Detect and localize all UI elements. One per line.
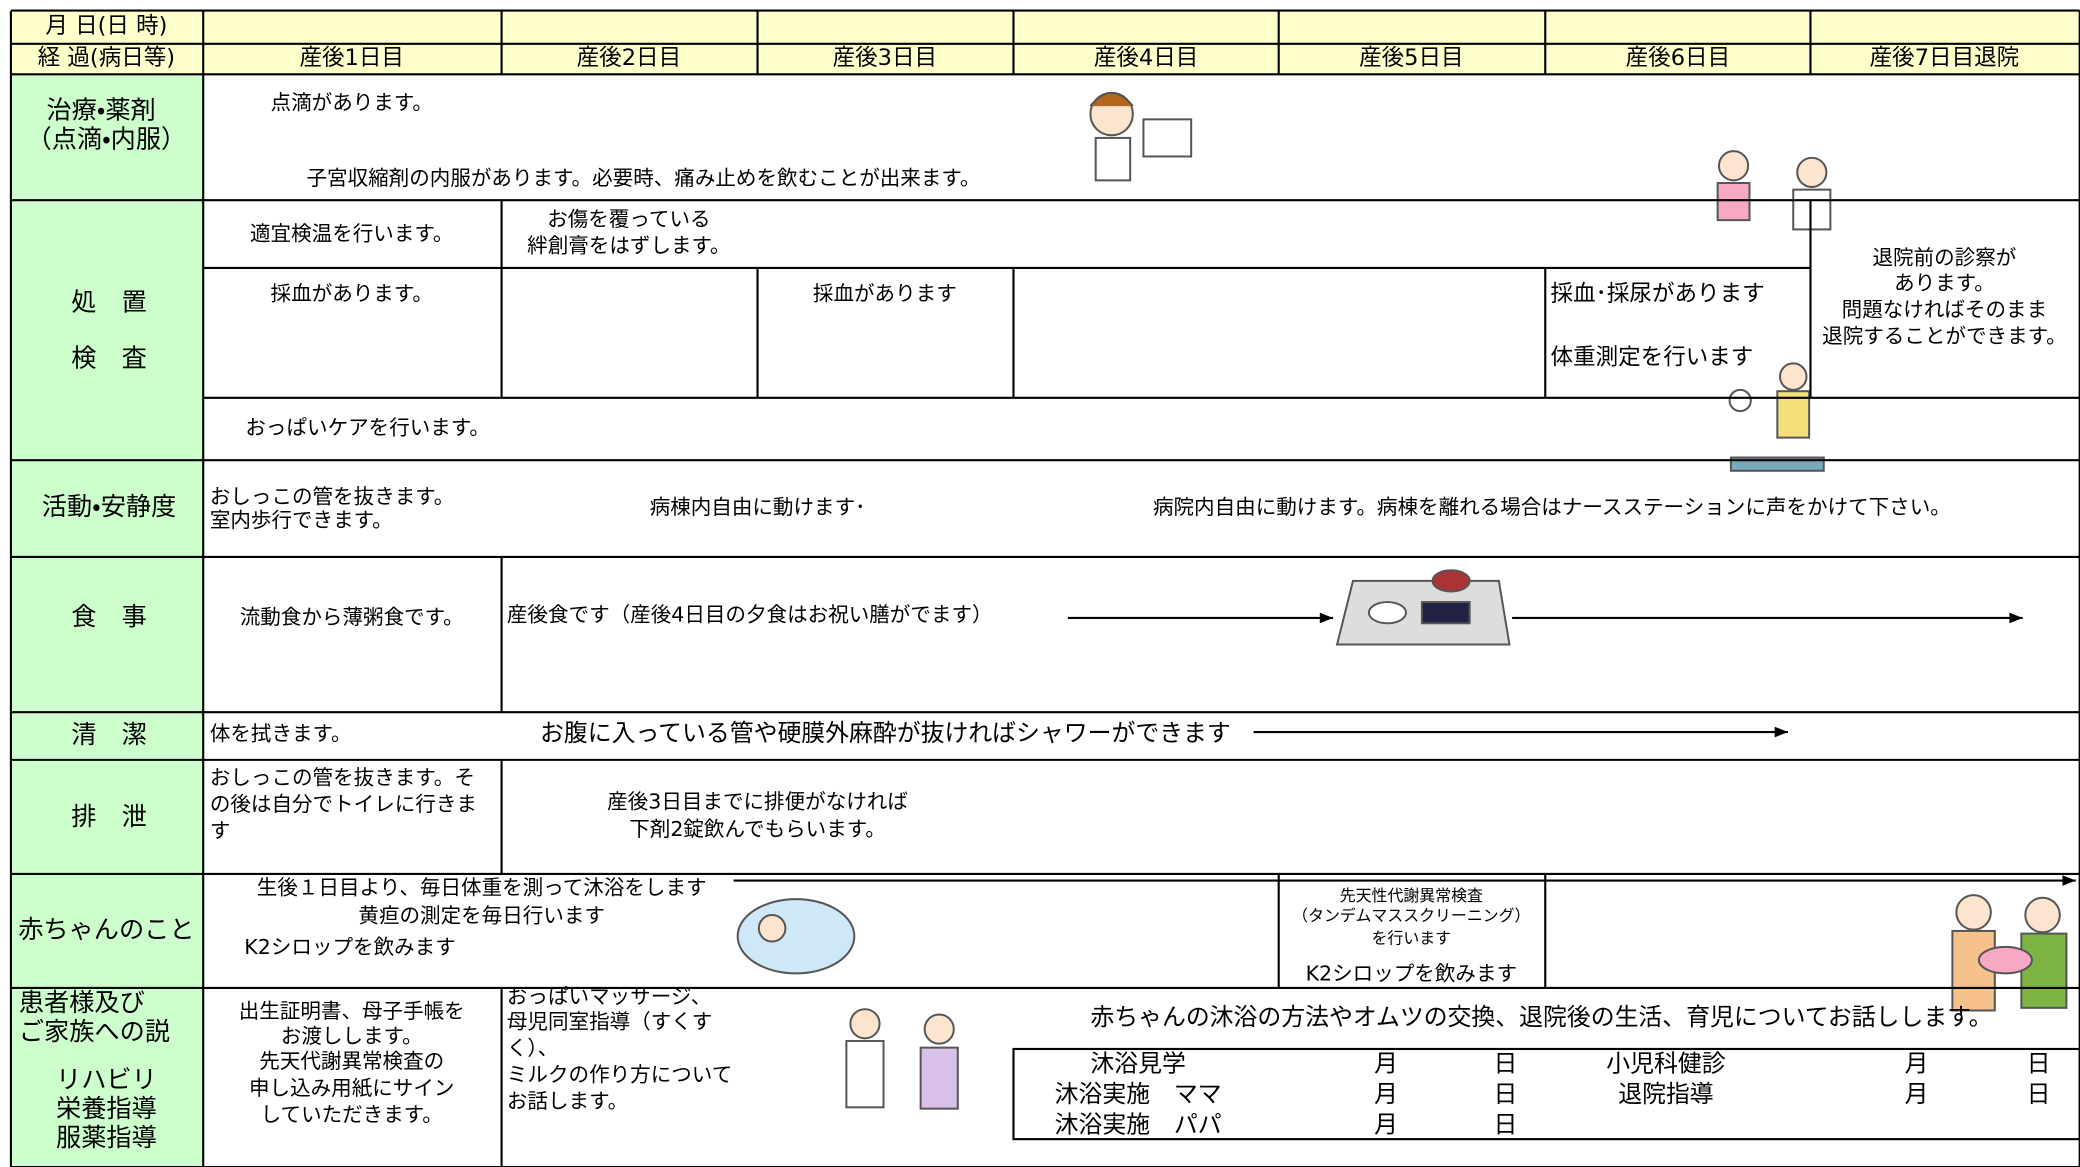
cell-text: お渡しします。	[281, 1024, 423, 1048]
schedule-text: 沐浴実施 ママ	[1055, 1080, 1222, 1108]
cell-text: 赤ちゃんの沐浴の方法やオムツの交換、退院後の生活、育児についてお話しします。	[1090, 1003, 1992, 1031]
arrow-head	[2062, 875, 2076, 886]
schedule-text: 日	[1494, 1110, 1518, 1138]
cell-text: 産後食です（産後4日目の夕食はお祝い膳がでます）	[507, 602, 993, 626]
cell-text: 体重測定を行います	[1551, 345, 1754, 371]
cell-text: 採血･採尿があります	[1551, 281, 1765, 307]
row-label: 活動・安静度	[42, 492, 177, 521]
schedule-text: 月	[1905, 1080, 1929, 1108]
schedule-text: 月	[1374, 1110, 1398, 1138]
cell-text: 体を拭きます。	[210, 722, 352, 746]
cell-text: 適宜検温を行います。	[250, 222, 453, 246]
cell-text: 出生証明書、母子手帳を	[239, 999, 465, 1023]
cell-text: 先天代謝異常検査の	[259, 1049, 444, 1073]
cell-text: 病院内自由に動けます。病棟を離れる場合はナースステーションに声をかけて下さい。	[1153, 495, 1951, 519]
cell-text: の後は自分でトイレに行きま	[210, 792, 477, 816]
cell-text: ミルクの作り方について	[507, 1062, 732, 1086]
day-header: 産後7日目退院	[1870, 45, 2020, 71]
cell-text: していただきます。	[261, 1102, 443, 1126]
cell-text: 退院前の診察が	[1873, 246, 2017, 270]
schedule-text: 日	[2027, 1049, 2051, 1077]
scale-illustration	[1728, 362, 1825, 472]
cell-text: 病棟内自由に動けます･	[650, 495, 866, 519]
schedule-text: 沐浴実施 パパ	[1055, 1110, 1222, 1138]
day-header: 産後2日目	[577, 45, 681, 71]
arrow-head	[1319, 612, 1334, 624]
cell-text: 室内歩行できます。	[210, 508, 393, 532]
cell-text: す	[210, 818, 231, 842]
schedule-text: 退院指導	[1618, 1080, 1713, 1108]
header-label: 月 日(日 時)	[45, 13, 167, 39]
cell-text: 産後3日目までに排便がなければ	[607, 789, 908, 813]
header-bg	[10, 10, 2080, 75]
baby-bath-illustration	[736, 898, 856, 975]
row-label: 食 事	[71, 602, 147, 631]
cell-text: お腹に入っている管や硬膜外麻酔が抜ければシャワーができます	[540, 719, 1231, 747]
cell-text: お傷を覆っている	[547, 207, 710, 231]
cell-text: 採血があります	[813, 281, 957, 305]
day-header: 産後4日目	[1094, 45, 1198, 71]
row-label: ご家族への説	[19, 1017, 170, 1046]
cell-text: 母児同室指導（すくす	[507, 1009, 712, 1033]
cell-text: 先天性代謝異常検査	[1340, 886, 1483, 905]
cell-text: 生後１日目より、毎日体重を測って沐浴をします	[257, 876, 707, 900]
nurse-illustration	[1089, 91, 1193, 182]
cell-text: を行います	[1372, 928, 1452, 947]
row-label: 清 潔	[71, 720, 147, 749]
cell-text: おしっこの管を抜きます。	[210, 484, 455, 508]
label-column-bg	[10, 74, 204, 1167]
day-header: 産後5日目	[1359, 45, 1463, 71]
cell-text: 黄疸の測定を毎日行います	[358, 903, 605, 927]
cell-text: 流動食から薄粥食です。	[240, 605, 464, 629]
row-label: 服薬指導	[56, 1123, 157, 1152]
schedule-text: 沐浴見学	[1090, 1049, 1185, 1077]
schedule-text: 月	[1905, 1049, 1929, 1077]
row-label: 栄養指導	[56, 1094, 157, 1123]
schedule-text: 日	[2027, 1080, 2051, 1108]
doctor-illustration	[1716, 150, 1832, 231]
cell-text: おしっこの管を抜きます。そ	[210, 765, 475, 789]
row-label: 排 泄	[71, 802, 147, 831]
cell-text: あります。	[1894, 271, 1995, 295]
row-label: リハビリ	[56, 1065, 157, 1094]
schedule-text: 月	[1374, 1080, 1398, 1108]
cell-text: おっぱいケアを行います。	[245, 415, 490, 439]
arrow-head	[2009, 612, 2023, 624]
cell-text: 下剤2錠飲んでもらいます。	[629, 817, 886, 841]
schedule-text: 小児科健診	[1606, 1049, 1725, 1077]
cell-text: 申し込み用紙にサイン	[249, 1076, 454, 1100]
schedule-text: 日	[1494, 1049, 1518, 1077]
nurses-illustration	[845, 1008, 959, 1110]
day-header: 産後3日目	[833, 45, 937, 71]
cell-text: 点滴があります。	[271, 90, 433, 114]
row-label: 検 査	[71, 343, 147, 372]
cell-text: K2シロップを飲みます	[244, 935, 455, 959]
cell-text: 子宮収縮剤の内服があります。必要時、痛み止めを飲むことが出来ます。	[307, 166, 981, 190]
arrow-head	[1774, 726, 1788, 738]
cell-text: お話します。	[507, 1089, 628, 1113]
day-header: 産後6日目	[1626, 45, 1730, 71]
schedule-text: 日	[1494, 1080, 1518, 1108]
header-label: 経 過(病日等)	[38, 45, 175, 71]
cell-text: K2シロップを飲みます	[1306, 962, 1517, 986]
schedule-text: 月	[1374, 1049, 1398, 1077]
row-label: 処 置	[71, 288, 147, 317]
day-header: 産後1日目	[300, 45, 404, 71]
cell-text: く）、	[507, 1036, 558, 1060]
family-illustration	[1951, 894, 2068, 1012]
row-label: （点滴・内服）	[27, 125, 187, 154]
cell-text: 退院することができます。	[1822, 324, 2067, 348]
cell-text: おっぱいマッサージ、	[507, 984, 711, 1008]
row-label: 治療・薬剤	[46, 95, 155, 124]
row-label: 赤ちゃんのこと	[18, 915, 194, 944]
meal-tray-illustration	[1335, 569, 1511, 646]
cell-text: 問題なければそのまま	[1842, 297, 2047, 321]
cell-text: （タンデムマススクリーニング）	[1292, 906, 1530, 925]
row-label: 患者様及び	[19, 988, 145, 1017]
cell-text: 絆創膏をはずします。	[527, 234, 730, 258]
cell-text: 採血があります。	[271, 281, 433, 305]
